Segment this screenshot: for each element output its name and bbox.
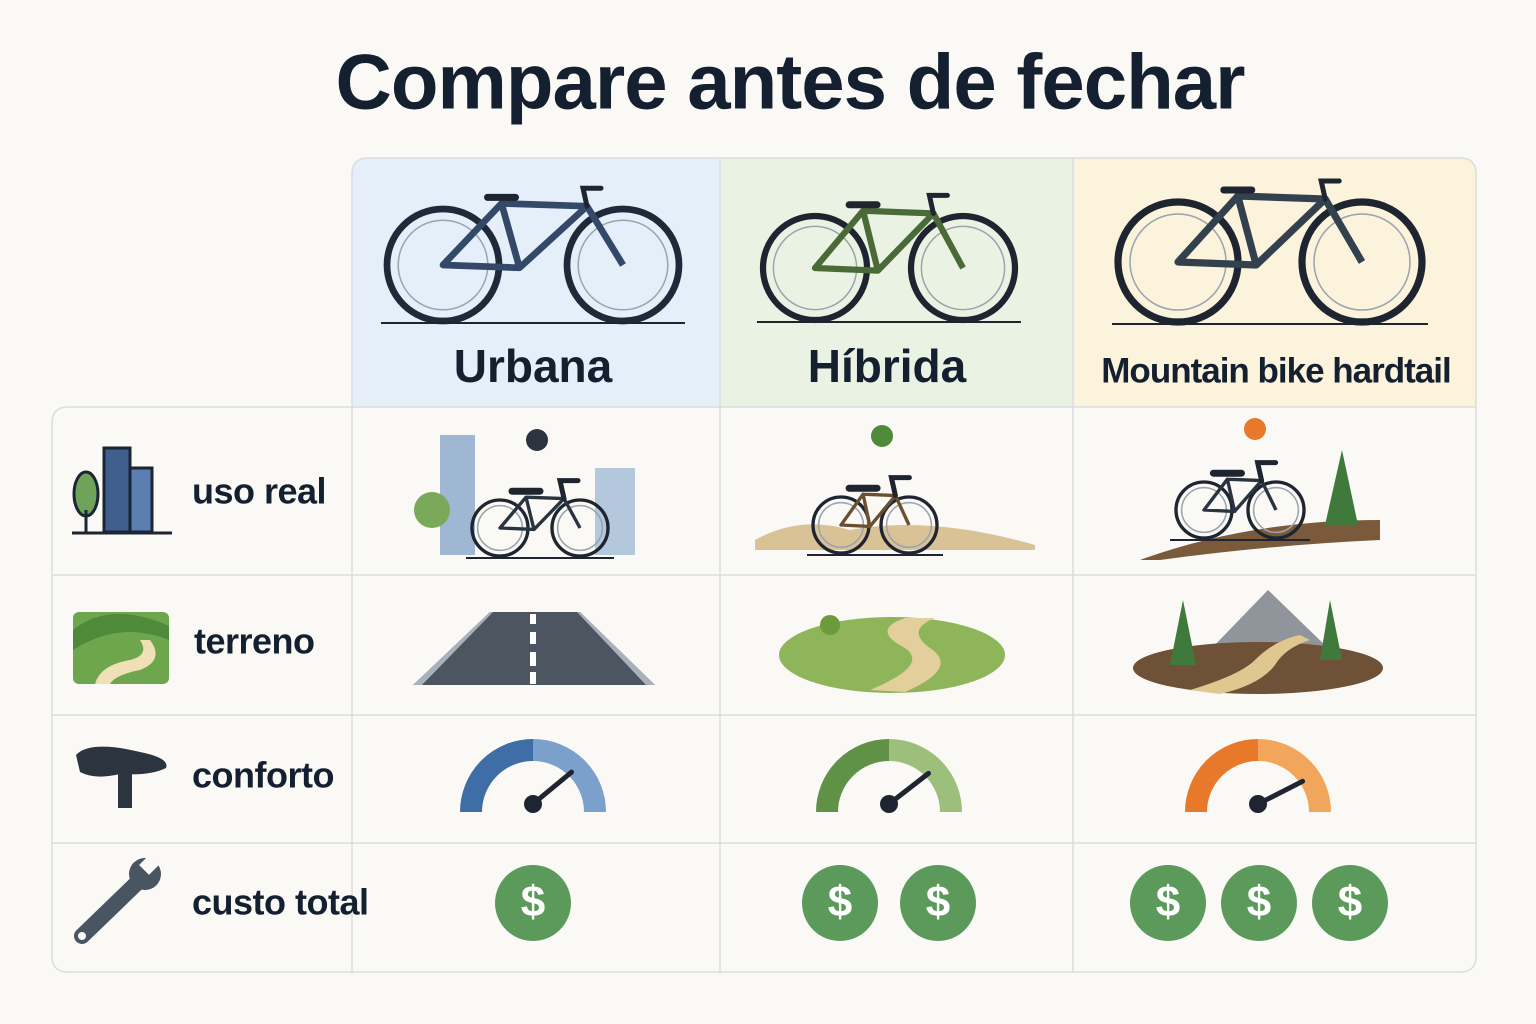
mountain-trail xyxy=(1133,590,1383,694)
table-grid xyxy=(52,158,1476,972)
coin-symbol: $ xyxy=(1247,878,1271,927)
bicycle xyxy=(1170,460,1310,541)
rider xyxy=(871,425,893,447)
coin xyxy=(1312,865,1388,941)
row-label: conforto xyxy=(192,755,334,796)
gauge-arc xyxy=(460,739,534,813)
road xyxy=(413,612,655,685)
coin-symbol: $ xyxy=(521,878,545,927)
building xyxy=(440,435,475,555)
wheel xyxy=(1298,198,1426,326)
hill xyxy=(755,524,1035,550)
handlebar xyxy=(1318,178,1342,202)
handlebar xyxy=(1254,460,1279,484)
cost-coins: $ $ xyxy=(802,865,976,941)
gauge-arc xyxy=(1257,739,1331,813)
row-label: custo total xyxy=(192,882,369,923)
table-border xyxy=(51,157,1477,973)
bicycle xyxy=(1112,178,1428,326)
bicycle xyxy=(757,192,1021,324)
coin xyxy=(495,865,571,941)
column-title: Mountain bike hardtail xyxy=(1101,351,1450,390)
rim xyxy=(577,219,669,311)
gauge-arc xyxy=(888,739,962,813)
coin xyxy=(802,865,878,941)
bicycle xyxy=(381,185,685,325)
gauge-hub xyxy=(880,795,898,813)
icon-city xyxy=(72,446,172,535)
icon-wrench xyxy=(74,855,161,944)
gauge-arc xyxy=(816,739,890,813)
coin-symbol: $ xyxy=(828,878,852,927)
coin-symbol: $ xyxy=(926,878,950,927)
wheel xyxy=(1246,480,1306,540)
icon-saddle xyxy=(76,746,167,808)
gauge-hub xyxy=(524,795,542,813)
tree xyxy=(414,492,450,528)
coin xyxy=(1221,865,1297,941)
header-mtb xyxy=(1073,158,1476,407)
gauge-arc xyxy=(532,739,606,813)
wheel xyxy=(563,205,683,325)
coin xyxy=(1130,865,1206,941)
rim xyxy=(556,504,604,552)
handlebar xyxy=(579,185,604,209)
bicycle xyxy=(466,478,614,559)
tree xyxy=(1325,450,1358,525)
cost-coins: $ xyxy=(495,865,571,941)
row-label: terreno xyxy=(194,621,315,662)
gauge-arc xyxy=(1185,739,1259,813)
icon-terrain xyxy=(73,612,169,684)
rim xyxy=(1313,213,1411,311)
rim xyxy=(885,501,933,549)
rider xyxy=(526,429,548,451)
handlebar xyxy=(888,475,912,499)
bicycle xyxy=(807,475,943,556)
gauge-hub xyxy=(1249,795,1267,813)
wheel xyxy=(907,212,1019,324)
column-title: Urbana xyxy=(454,340,613,392)
wheel xyxy=(550,498,610,558)
rim xyxy=(1252,486,1300,534)
coin-symbol: $ xyxy=(1156,878,1180,927)
wheel xyxy=(879,495,939,555)
coin xyxy=(900,865,976,941)
column-title: Híbrida xyxy=(808,340,967,392)
title: Compare antes de fechar xyxy=(335,38,1245,126)
handlebar xyxy=(556,478,581,502)
handlebar xyxy=(926,192,950,216)
row-label: uso real xyxy=(192,471,326,512)
coin-symbol: $ xyxy=(1338,878,1362,927)
grass-trail xyxy=(779,615,1005,693)
cost-coins: $ $ $ xyxy=(1130,865,1388,941)
rider xyxy=(1244,418,1266,440)
rim xyxy=(920,225,1006,311)
